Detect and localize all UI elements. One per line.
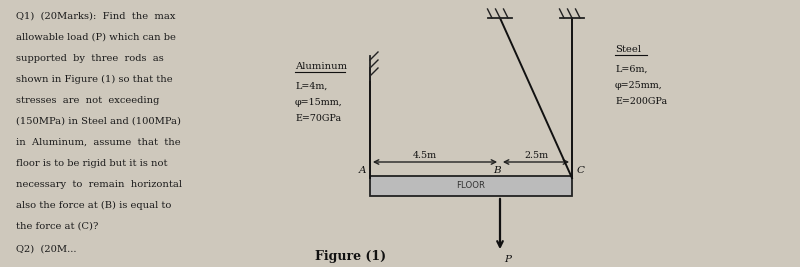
Text: P: P [504, 255, 511, 264]
Text: B: B [493, 166, 501, 175]
Text: 4.5m: 4.5m [413, 151, 437, 160]
Text: E=70GPa: E=70GPa [295, 114, 341, 123]
Text: Steel: Steel [615, 45, 641, 54]
Text: shown in Figure (1) so that the: shown in Figure (1) so that the [16, 75, 173, 84]
Text: necessary  to  remain  horizontal: necessary to remain horizontal [16, 180, 182, 189]
Text: φ=15mm,: φ=15mm, [295, 98, 342, 107]
Text: (150MPa) in Steel and (100MPa): (150MPa) in Steel and (100MPa) [16, 117, 181, 126]
Text: E=200GPa: E=200GPa [615, 97, 667, 106]
Text: Q1)  (20Marks):  Find  the  max: Q1) (20Marks): Find the max [16, 12, 175, 21]
Text: Q2)  (20M...: Q2) (20M... [16, 245, 77, 254]
Bar [370, 176, 572, 196]
Text: A: A [358, 166, 366, 175]
Text: the force at (C)?: the force at (C)? [16, 222, 98, 231]
Text: also the force at (B) is equal to: also the force at (B) is equal to [16, 201, 171, 210]
Text: Aluminum: Aluminum [295, 62, 347, 71]
Text: Figure (1): Figure (1) [315, 250, 386, 263]
Text: C: C [577, 166, 585, 175]
Text: stresses  are  not  exceeding: stresses are not exceeding [16, 96, 159, 105]
Text: floor is to be rigid but it is not: floor is to be rigid but it is not [16, 159, 167, 168]
Text: FLOOR: FLOOR [457, 182, 486, 190]
Text: supported  by  three  rods  as: supported by three rods as [16, 54, 164, 63]
Text: L=4m,: L=4m, [295, 82, 327, 91]
Text: 2.5m: 2.5m [524, 151, 548, 160]
Text: φ=25mm,: φ=25mm, [615, 81, 662, 90]
Text: in  Aluminum,  assume  that  the: in Aluminum, assume that the [16, 138, 181, 147]
Text: allowable load (P) which can be: allowable load (P) which can be [16, 33, 176, 42]
Text: L=6m,: L=6m, [615, 65, 647, 74]
